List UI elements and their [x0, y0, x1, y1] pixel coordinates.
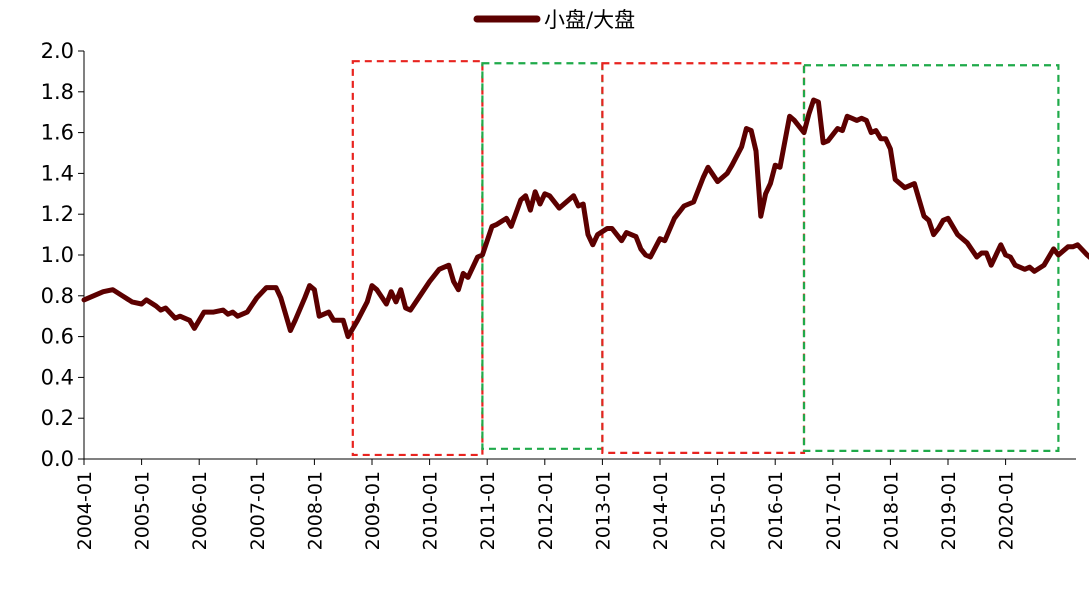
axes [83, 51, 1076, 460]
x-tick-label: 2009-01 [362, 471, 384, 550]
y-tick-label: 0.0 [41, 447, 74, 471]
x-tick-label: 2019-01 [938, 471, 960, 550]
legend: 小盘/大盘 [473, 8, 635, 32]
red-dashed-box-1 [351, 60, 484, 457]
x-tick-label: 2007-01 [247, 471, 269, 550]
series-group [81, 97, 1089, 340]
x-tick-label: 2014-01 [650, 471, 672, 550]
y-tick-label: 0.2 [41, 406, 74, 430]
green-dashed-box-4 [802, 64, 1060, 452]
y-tick-label: 0.8 [41, 284, 74, 308]
y-tick-label: 2.0 [41, 39, 74, 63]
x-tick-label: 2006-01 [189, 471, 211, 550]
x-tick-label: 2004-01 [74, 471, 96, 550]
y-tick-label: 1.2 [41, 202, 74, 226]
y-tick-label: 1.6 [41, 121, 74, 145]
y-tick-label: 0.4 [41, 365, 74, 389]
x-tick-label: 2018-01 [880, 471, 902, 550]
x-tick-label: 2020-01 [996, 471, 1018, 550]
x-tick-label: 2010-01 [420, 471, 442, 550]
x-tick-label: 2015-01 [708, 471, 730, 550]
x-tick-label: 2013-01 [592, 471, 614, 550]
y-tick-label: 1.8 [41, 80, 74, 104]
x-ticks: 2004-01 2005-01 2006-01 2007-01 2008-01 2009-… [74, 459, 1018, 550]
green-dashed-box-2 [481, 62, 604, 450]
red-dashed-box-3 [601, 62, 806, 454]
x-tick-label: 2005-01 [132, 471, 154, 550]
x-tick-label: 2017-01 [823, 471, 845, 550]
series-line-1 [81, 97, 1089, 340]
x-tick-label: 2011-01 [477, 471, 499, 550]
x-tick-label: 2012-01 [535, 471, 557, 550]
x-tick-label: 2008-01 [304, 471, 326, 550]
y-tick-label: 1.0 [41, 243, 74, 267]
y-tick-label: 0.6 [41, 325, 74, 349]
y-ticks: 0.0 0.2 0.4 0.6 0.8 1.0 1.2 1.4 1.6 1.8 2.0 [41, 39, 84, 471]
highlight-boxes [351, 60, 1060, 457]
x-tick-label: 2016-01 [765, 471, 787, 550]
legend-label: 小盘/大盘 [544, 8, 635, 32]
y-tick-label: 1.4 [41, 161, 74, 185]
